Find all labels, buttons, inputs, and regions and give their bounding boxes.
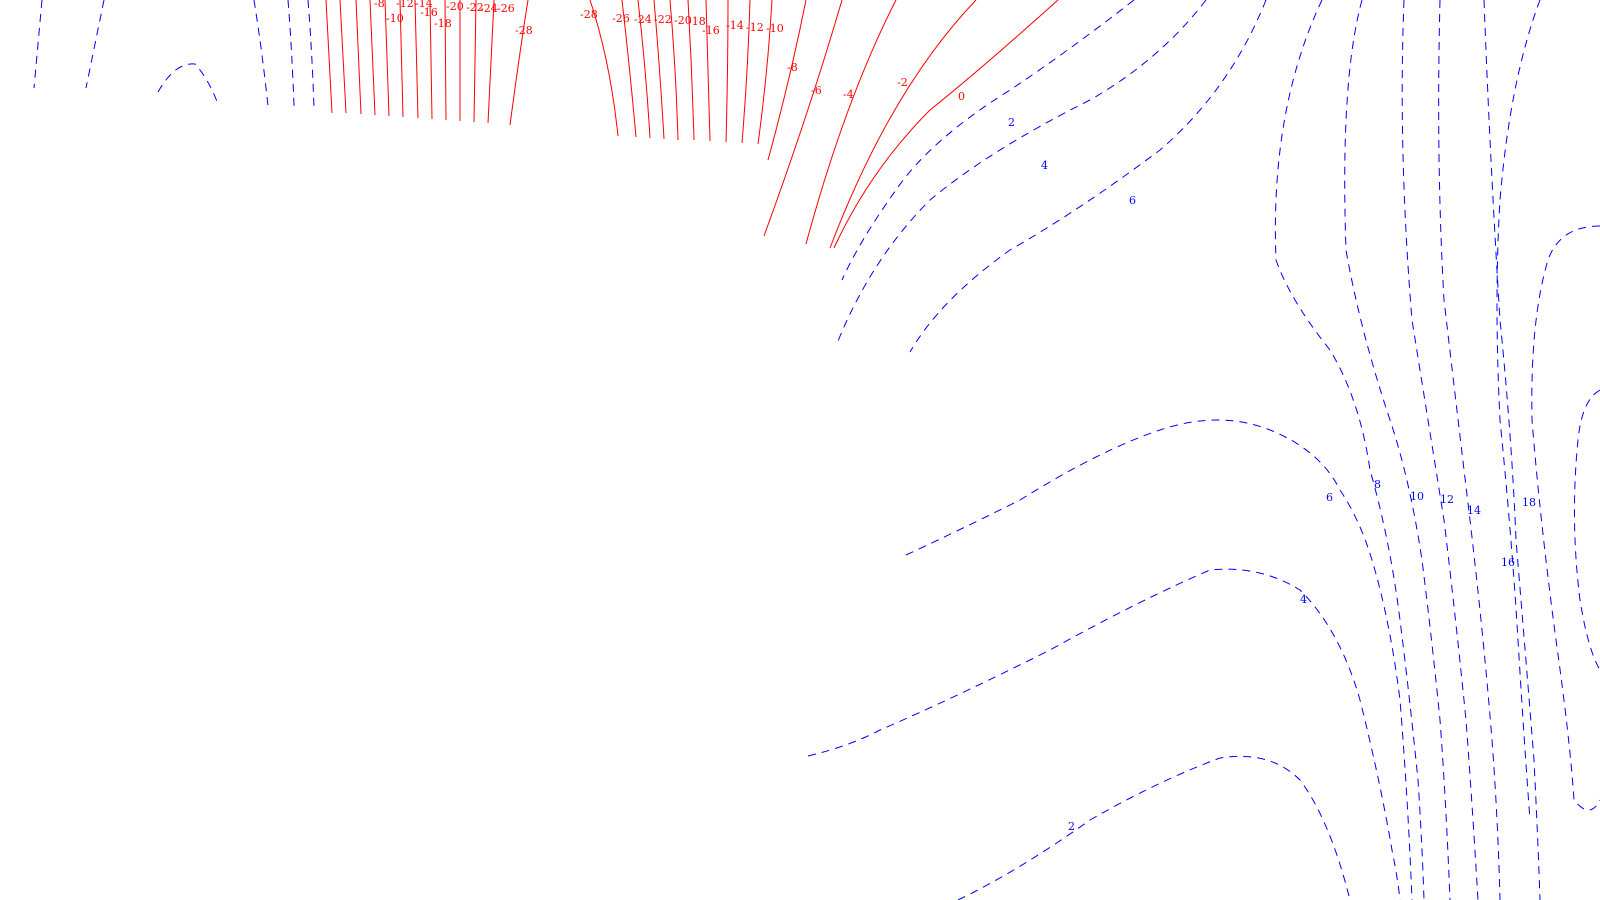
contour-line-neg	[741, 0, 751, 144]
contour-label: -2	[897, 76, 908, 89]
contour-line-pos	[307, 0, 315, 109]
contour-label: -20	[446, 0, 464, 13]
contour-line-pos	[253, 0, 269, 107]
contour-line-neg	[705, 0, 711, 142]
contour-line-pos	[905, 419, 1413, 900]
contour-line-neg	[805, 0, 897, 245]
positive-contours-lower	[807, 419, 1413, 900]
contour-line-pos	[841, 0, 1135, 281]
contour-line-neg	[339, 0, 347, 114]
contour-line-neg	[355, 0, 362, 115]
contour-label: -4	[843, 88, 854, 101]
contour-line-neg	[669, 0, 679, 141]
positive-contours-diagonal	[835, 0, 1267, 353]
contour-label: -18	[688, 15, 706, 28]
contour-label: -6	[811, 84, 822, 97]
contour-label: 6	[1129, 194, 1136, 207]
contour-line-pos	[1531, 225, 1600, 811]
contour-label: 4	[1300, 593, 1307, 606]
contour-line-neg	[653, 0, 665, 140]
contour-line-pos	[1274, 0, 1425, 900]
contour-line-neg	[384, 0, 390, 117]
contour-line-pos	[1344, 0, 1451, 900]
contour-line-pos	[85, 0, 105, 89]
contour-line-neg	[369, 0, 376, 116]
contour-line-neg	[487, 0, 495, 124]
contour-line-pos	[807, 568, 1401, 900]
contour-line-neg	[687, 0, 695, 141]
contour-line-neg	[509, 0, 529, 126]
contour-label: 18	[1522, 496, 1536, 509]
contour-line-neg	[829, 0, 977, 249]
contour-line-neg	[767, 0, 807, 161]
contour-label: -14	[415, 0, 433, 10]
contour-label: 4	[1041, 159, 1048, 172]
contour-label: -24	[480, 2, 498, 15]
contour-line-neg	[325, 0, 333, 114]
contour-label: -16	[702, 24, 720, 37]
contour-line-pos	[1438, 0, 1501, 900]
contour-label: 2	[1008, 116, 1015, 129]
contour-line-neg	[757, 0, 773, 145]
contour-label: -12	[746, 21, 764, 34]
negative-contours-diagonal	[763, 0, 1059, 249]
contour-line-neg	[725, 0, 729, 143]
contour-line-neg	[763, 0, 843, 237]
contour-label: -20	[674, 14, 692, 27]
contour-line-neg	[399, 0, 404, 118]
negative-contours-top-mid	[589, 0, 773, 145]
contour-line-neg	[414, 0, 419, 119]
contour-label: -12	[396, 0, 414, 10]
contour-label: 0	[958, 90, 965, 103]
contour-label: 2	[1068, 820, 1075, 833]
contour-label: 8	[1374, 478, 1381, 491]
contour-line-pos	[1573, 389, 1600, 671]
contour-line-pos	[909, 0, 1267, 353]
contour-label: 10	[1410, 490, 1424, 503]
contour-label: -18	[434, 17, 452, 30]
contour-line-pos	[33, 0, 43, 89]
contour-label: -26	[612, 12, 630, 25]
contour-labels: -8 -12 -14 -20 -22 -24 -26 -10 -16 -18 -…	[374, 0, 1536, 833]
contour-line-pos	[1496, 0, 1541, 821]
contour-label: -24	[634, 13, 652, 26]
negative-contours-top-left	[325, 0, 529, 126]
contour-line-neg	[589, 0, 619, 137]
positive-contours-upper-left	[33, 0, 315, 109]
contour-label: 16	[1501, 556, 1515, 569]
contour-label: -10	[766, 22, 784, 35]
contour-label: 14	[1467, 504, 1481, 517]
contour-line-neg	[444, 0, 447, 121]
contour-line-neg	[621, 0, 637, 138]
contour-line-neg	[637, 0, 651, 139]
contour-line-neg	[429, 0, 433, 120]
contour-label: -8	[787, 61, 798, 74]
positive-contours-right	[1274, 0, 1600, 900]
contour-line-pos	[1483, 0, 1541, 900]
contour-label: -28	[580, 8, 598, 21]
contour-line-pos	[957, 755, 1351, 900]
contour-label: -26	[497, 2, 515, 15]
contour-line-pos	[157, 63, 219, 105]
contour-label: -14	[726, 19, 744, 32]
contour-label: -16	[420, 6, 438, 19]
contour-label: -22	[466, 1, 484, 14]
contour-label: -22	[654, 13, 672, 26]
contour-line-pos	[1401, 0, 1479, 900]
contour-line-pos	[287, 0, 295, 107]
contour-line-pos	[835, 0, 1207, 347]
contour-label: 6	[1326, 491, 1333, 504]
contour-label: -28	[515, 24, 533, 37]
contour-line-neg	[833, 0, 1059, 249]
contour-label: -10	[386, 12, 404, 25]
contour-line-neg	[473, 0, 477, 123]
contour-label: 12	[1440, 493, 1454, 506]
contour-label: -8	[374, 0, 385, 10]
